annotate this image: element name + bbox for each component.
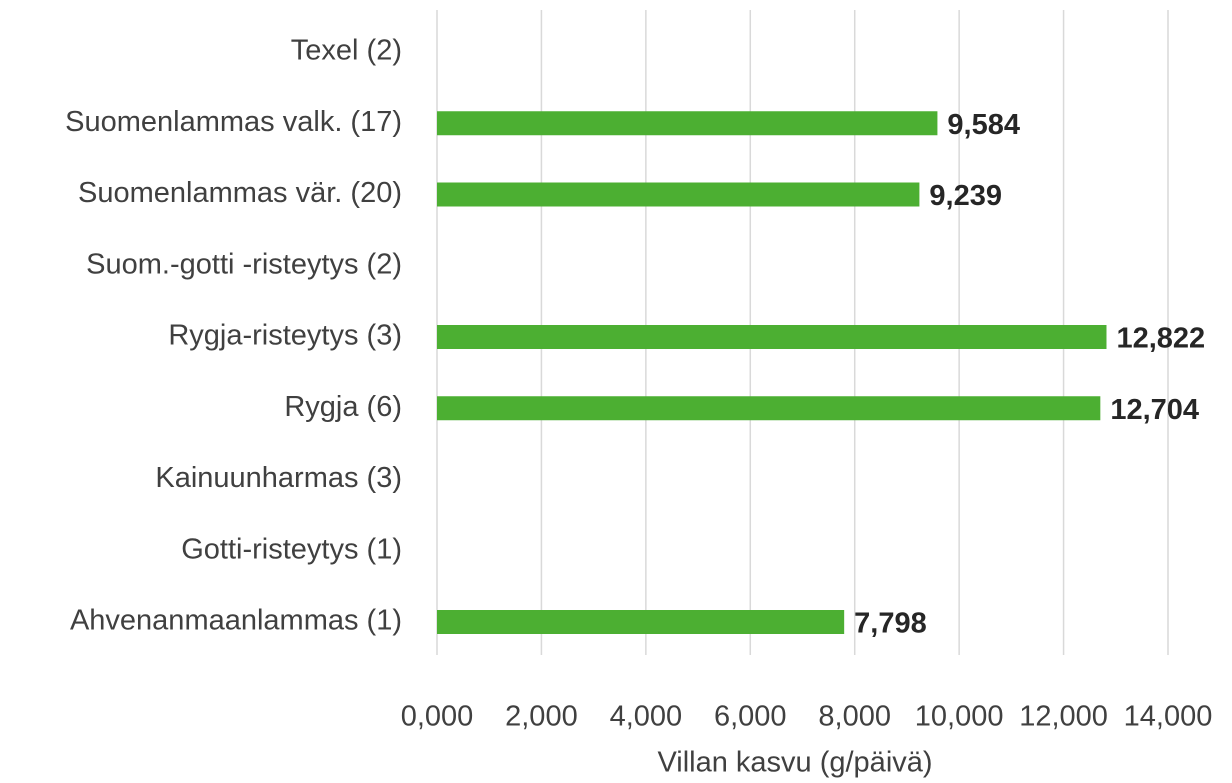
x-tick-label: 2,000 (505, 701, 578, 733)
y-tick-label: Gotti-risteytys (1) (181, 533, 402, 565)
x-tick-label: 6,000 (714, 701, 787, 733)
y-tick-label: Rygja-risteytys (3) (168, 320, 402, 352)
x-tick-label: 12,000 (1019, 701, 1108, 733)
bar (437, 182, 920, 207)
value-label: 9,239 (929, 180, 1002, 212)
value-label: 7,798 (854, 608, 927, 640)
y-tick-label: Texel (2) (291, 35, 402, 67)
y-tick-label: Kainuunharmas (3) (155, 462, 402, 494)
bar (437, 396, 1101, 421)
y-tick-label: Suomenlammas valk. (17) (65, 106, 402, 138)
x-tick-label: 8,000 (818, 701, 891, 733)
bar (437, 111, 938, 136)
value-label: 9,584 (947, 109, 1020, 141)
x-tick-label: 4,000 (610, 701, 683, 733)
x-axis-title: Villan kasvu (g/päivä) (657, 747, 932, 778)
bar (437, 610, 845, 634)
y-tick-label: Suom.-gotti -risteytys (2) (86, 248, 402, 280)
x-tick-label: 14,000 (1124, 701, 1213, 733)
y-tick-label: Suomenlammas vär. (20) (78, 177, 402, 209)
x-tick-label: 0,000 (401, 701, 474, 733)
value-label: 12,822 (1116, 323, 1205, 355)
y-tick-label: Ahvenanmaanlammas (1) (70, 605, 402, 637)
bar (437, 325, 1107, 349)
value-label: 12,704 (1110, 394, 1199, 426)
y-tick-label: Rygja (6) (284, 391, 402, 423)
x-tick-label: 10,000 (915, 701, 1004, 733)
